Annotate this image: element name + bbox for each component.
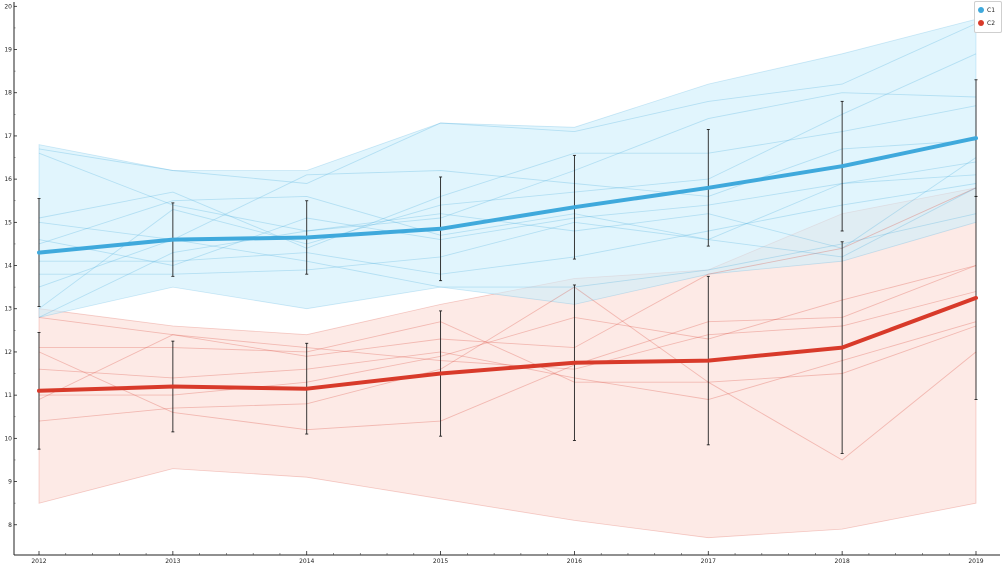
y-tick-label-12: 12 <box>4 349 12 356</box>
mean-lines <box>37 136 978 393</box>
y-tick-label-19: 19 <box>4 47 12 54</box>
y-tick-label-10: 10 <box>4 435 12 442</box>
x-tick-label-2014: 2014 <box>299 558 314 565</box>
mean-line-c1 <box>37 136 978 255</box>
y-tick-label-9: 9 <box>8 479 12 486</box>
sample-line-c1-8 <box>38 213 977 288</box>
y-tick-label-8: 8 <box>8 522 12 529</box>
y-tick-label-17: 17 <box>4 133 12 140</box>
sample-line-c1-6 <box>39 183 977 275</box>
sample-line-c1-4 <box>38 139 977 241</box>
legend: C1 C2 <box>974 1 1002 33</box>
y-tick-label-15: 15 <box>4 219 12 226</box>
legend-label-c2: C2 <box>987 19 996 27</box>
sample-line-c2-3 <box>39 265 977 396</box>
y-tick-label-13: 13 <box>4 306 12 313</box>
sample-line-c2-2 <box>38 265 977 431</box>
sample-line-c2-1 <box>39 321 977 383</box>
sample-line-c1-7 <box>39 161 977 275</box>
y-tick-label-18: 18 <box>4 90 12 97</box>
x-tick-label-2017: 2017 <box>701 558 716 565</box>
sample-lines <box>38 23 977 461</box>
sample-line-c1-3 <box>38 105 977 249</box>
sample-line-c2-7 <box>38 321 977 400</box>
confidence-bands <box>38 18 977 539</box>
y-tick-label-20: 20 <box>4 3 12 10</box>
mean-line-c2 <box>37 295 978 393</box>
sample-line-c2-4 <box>38 187 977 400</box>
x-tick-label-2018: 2018 <box>835 558 850 565</box>
band-c2 <box>38 187 977 539</box>
sample-line-c1-5 <box>38 174 977 266</box>
sample-line-c1-9 <box>38 53 977 310</box>
legend-swatch-c1 <box>978 7 984 13</box>
y-tick-label-16: 16 <box>4 176 12 183</box>
sample-line-c1-1 <box>38 23 977 184</box>
sample-line-c1-11 <box>38 187 977 258</box>
sample-line-c2-5 <box>38 286 977 461</box>
y-tick-label-14: 14 <box>4 263 12 270</box>
x-tick-label-2016: 2016 <box>567 558 582 565</box>
x-tick-label-2015: 2015 <box>433 558 448 565</box>
sample-line-c2-6 <box>38 291 977 370</box>
legend-item-c1: C1 <box>978 5 995 15</box>
x-tick-label-2013: 2013 <box>165 558 180 565</box>
legend-label-c1: C1 <box>987 6 996 14</box>
y-tick-label-11: 11 <box>4 392 12 399</box>
legend-swatch-c2 <box>978 20 984 26</box>
legend-item-c2: C2 <box>978 18 995 28</box>
axes: 8 9 10 11 12 13 14 15 16 17 18 19 20 2012 2013 2014 2015… <box>4 2 1000 565</box>
x-tick-label-2019: 2019 <box>968 558 983 565</box>
sample-line-c1-10 <box>38 157 977 318</box>
sample-line-c1-2 <box>38 92 977 232</box>
x-tick-label-2012: 2012 <box>31 558 46 565</box>
